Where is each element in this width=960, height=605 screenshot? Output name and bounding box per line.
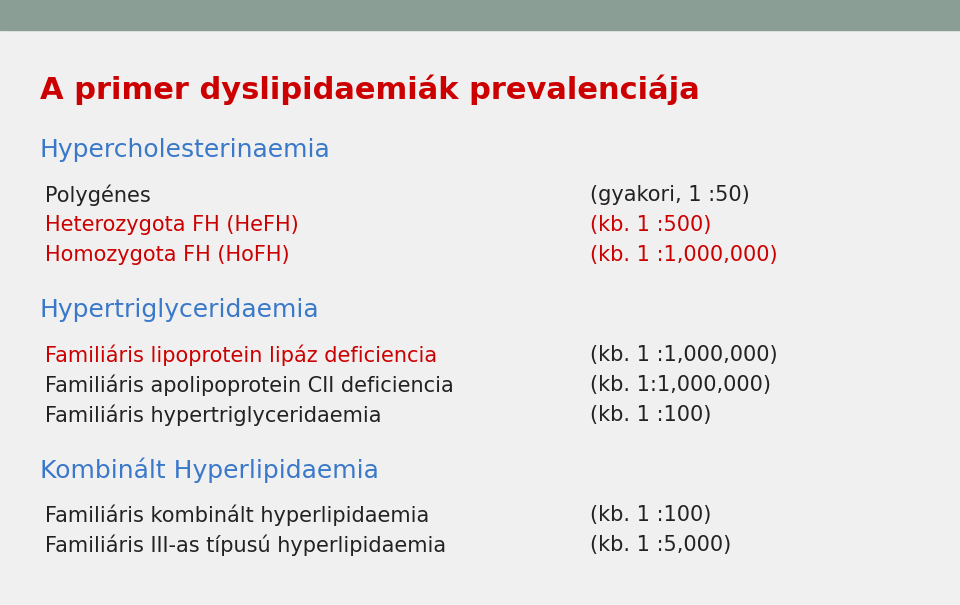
Text: Familiáris lipoprotein lipáz deficiencia: Familiáris lipoprotein lipáz deficiencia (45, 344, 437, 366)
Text: (kb. 1 :1,000,000): (kb. 1 :1,000,000) (590, 245, 778, 265)
Text: (kb. 1 :100): (kb. 1 :100) (590, 505, 711, 525)
Text: Polygénes: Polygénes (45, 185, 151, 206)
Text: Hypercholesterinaemia: Hypercholesterinaemia (40, 138, 331, 162)
Text: A primer dyslipidaemiák prevalenciája: A primer dyslipidaemiák prevalenciája (40, 75, 700, 105)
Text: Heterozygota FH (HeFH): Heterozygota FH (HeFH) (45, 215, 299, 235)
Text: (kb. 1:1,000,000): (kb. 1:1,000,000) (590, 375, 771, 395)
Text: (kb. 1 :500): (kb. 1 :500) (590, 215, 711, 235)
Text: Familiáris hypertriglyceridaemia: Familiáris hypertriglyceridaemia (45, 404, 381, 426)
Text: Familiáris III-as típusú hyperlipidaemia: Familiáris III-as típusú hyperlipidaemia (45, 534, 446, 556)
Text: (kb. 1 :100): (kb. 1 :100) (590, 405, 711, 425)
Text: (gyakori, 1 :50): (gyakori, 1 :50) (590, 185, 750, 205)
Text: Familiáris kombinált hyperlipidaemia: Familiáris kombinált hyperlipidaemia (45, 504, 429, 526)
Text: Homozygota FH (HoFH): Homozygota FH (HoFH) (45, 245, 290, 265)
Bar (0, 0, 960, 30)
Text: Familiáris apolipoprotein CII deficiencia: Familiáris apolipoprotein CII deficienci… (45, 374, 454, 396)
Text: (kb. 1 :5,000): (kb. 1 :5,000) (590, 535, 732, 555)
Text: Hypertriglyceridaemia: Hypertriglyceridaemia (40, 298, 320, 322)
Text: Kombinált Hyperlipidaemia: Kombinált Hyperlipidaemia (40, 457, 379, 483)
Text: (kb. 1 :1,000,000): (kb. 1 :1,000,000) (590, 345, 778, 365)
